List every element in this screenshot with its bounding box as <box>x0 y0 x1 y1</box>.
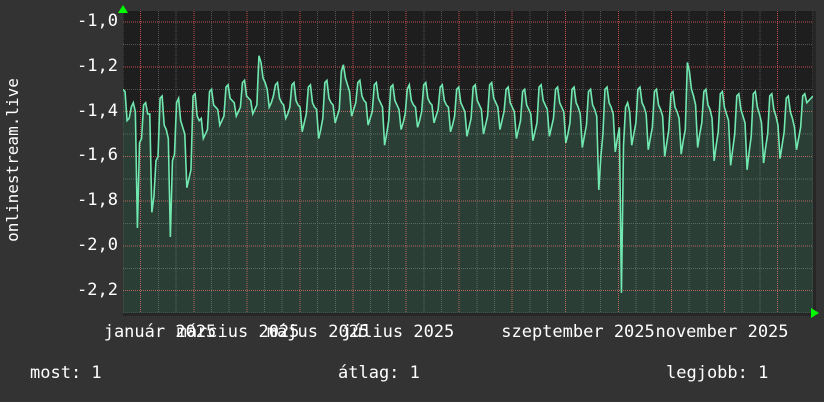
series-area-fill <box>123 55 813 313</box>
legend-now-value: most: 1 <box>30 363 102 383</box>
x-tick-label: július 2025 <box>341 322 455 342</box>
plot-canvas <box>123 11 813 313</box>
y-tick-label: -1,0 <box>77 11 118 32</box>
x-tick-label: november 2025 <box>655 322 789 342</box>
y-tick-label: -2,2 <box>77 279 118 300</box>
x-tick-label: szeptember 2025 <box>501 322 655 342</box>
x-axis-tick-labels: január 2025 március 2025 május 2025 július … <box>0 322 824 346</box>
y-tick-label: -1,6 <box>77 145 118 166</box>
x-tick-label: március 2025 <box>176 322 300 342</box>
legend-maximum-value: legjobb: 1 <box>666 363 769 383</box>
y-tick-label: -1,2 <box>77 55 118 76</box>
legend-row: most: 1 átlag: 1 legjobb: 1 <box>0 362 824 386</box>
x-axis-arrow-icon <box>811 308 819 318</box>
x-tick-label: május 2025 <box>266 322 370 342</box>
grid-lines <box>123 11 813 313</box>
series-line <box>123 55 813 293</box>
y-axis-tick-labels: -1,0 -1,2 -1,4 -1,6 -1,8 -2,0 -2,2 <box>26 0 118 330</box>
y-tick-label: -1,4 <box>77 100 118 121</box>
legend-average-value: átlag: 1 <box>338 363 420 383</box>
y-tick-label: -1,8 <box>77 190 118 211</box>
y-axis-arrow-icon <box>118 5 128 13</box>
plot-area <box>123 11 813 313</box>
x-tick-label: január 2025 <box>103 322 217 342</box>
vertical-axis-title: onlinestream.live <box>3 78 22 242</box>
y-tick-label: -2,0 <box>77 234 118 255</box>
